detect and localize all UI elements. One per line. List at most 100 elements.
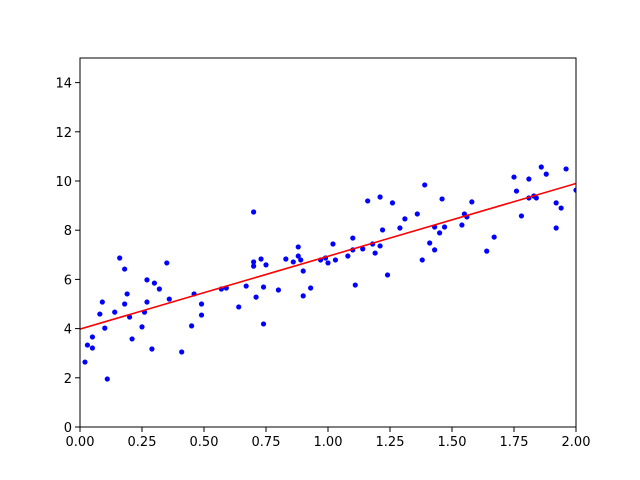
data-point <box>82 359 88 365</box>
data-point <box>144 277 150 283</box>
y-tick-label: 2 <box>64 372 72 387</box>
data-point <box>290 259 296 265</box>
data-point <box>102 325 108 331</box>
data-point <box>275 287 281 293</box>
y-tick-label: 14 <box>55 77 72 92</box>
data-point <box>360 246 366 252</box>
data-point <box>149 346 155 352</box>
data-point <box>295 244 301 250</box>
data-point <box>414 211 420 217</box>
data-point <box>553 200 559 206</box>
data-point <box>397 225 403 231</box>
data-point <box>97 311 103 317</box>
data-point <box>526 176 532 182</box>
data-point <box>511 174 517 180</box>
data-point <box>295 253 301 259</box>
data-point <box>253 294 259 300</box>
data-point <box>484 248 490 254</box>
data-point <box>117 255 123 261</box>
data-point <box>513 188 520 194</box>
x-tick-label: 0.50 <box>190 435 219 450</box>
data-point <box>352 282 358 288</box>
data-point <box>308 285 314 291</box>
data-point <box>379 227 386 233</box>
y-tick-label: 12 <box>55 126 72 141</box>
data-point <box>122 301 128 307</box>
data-point <box>441 224 448 230</box>
data-point <box>189 323 195 329</box>
data-point <box>427 240 433 246</box>
data-point <box>112 309 118 315</box>
data-point <box>573 187 576 193</box>
data-point <box>422 182 428 188</box>
data-point <box>122 266 128 272</box>
data-point <box>260 284 267 290</box>
data-point <box>99 299 105 305</box>
data-point <box>84 342 91 348</box>
data-point <box>89 345 95 351</box>
data-point <box>151 280 157 286</box>
data-point <box>491 234 497 240</box>
data-point <box>538 164 544 170</box>
x-tick-label: 1.75 <box>500 435 529 450</box>
data-point <box>402 216 408 222</box>
data-point <box>350 235 356 241</box>
data-point <box>300 293 306 299</box>
regression-line <box>80 182 576 330</box>
data-point <box>332 257 339 263</box>
y-tick-label: 4 <box>64 323 72 338</box>
y-tick-label: 10 <box>55 175 72 190</box>
data-point <box>260 321 267 327</box>
data-point <box>166 296 172 302</box>
data-point <box>298 257 304 263</box>
data-point <box>518 213 525 219</box>
data-point <box>198 312 205 318</box>
data-point <box>325 260 331 266</box>
data-point <box>263 262 269 268</box>
y-tick-label: 0 <box>64 421 72 436</box>
data-point <box>251 259 257 265</box>
data-point <box>389 200 396 206</box>
data-point <box>236 304 242 310</box>
x-tick-label: 1.50 <box>438 435 467 450</box>
data-point <box>377 194 383 200</box>
data-point <box>330 241 336 247</box>
data-point <box>437 230 443 236</box>
data-point <box>129 336 135 342</box>
data-point <box>432 247 438 253</box>
data-point <box>104 376 110 382</box>
data-point <box>419 257 425 263</box>
data-point <box>300 268 306 274</box>
plot-area <box>80 164 576 382</box>
data-point <box>469 199 475 205</box>
data-point <box>345 253 351 259</box>
x-tick-label: 0.75 <box>252 435 281 450</box>
x-tick-label: 0.25 <box>128 435 157 450</box>
data-point <box>377 243 383 249</box>
data-point <box>283 256 289 262</box>
data-point <box>439 196 445 202</box>
data-point <box>251 209 257 215</box>
data-point <box>198 301 205 307</box>
x-tick-label: 2.00 <box>562 435 591 450</box>
axes-frame <box>79 57 577 428</box>
x-tick-label: 1.00 <box>314 435 343 450</box>
y-tick-label: 8 <box>64 224 72 239</box>
data-point <box>459 222 465 228</box>
data-point <box>558 205 564 211</box>
data-point <box>144 299 150 305</box>
data-point <box>243 283 249 289</box>
x-tick-label: 1.25 <box>376 435 405 450</box>
data-point <box>164 260 170 266</box>
data-point <box>139 324 145 330</box>
data-point <box>543 171 549 177</box>
data-point <box>533 195 539 201</box>
data-point <box>156 286 162 292</box>
data-point <box>124 291 130 297</box>
data-point <box>553 225 559 231</box>
y-tick-label: 6 <box>64 273 72 288</box>
data-point <box>372 250 378 256</box>
data-point <box>258 256 264 262</box>
